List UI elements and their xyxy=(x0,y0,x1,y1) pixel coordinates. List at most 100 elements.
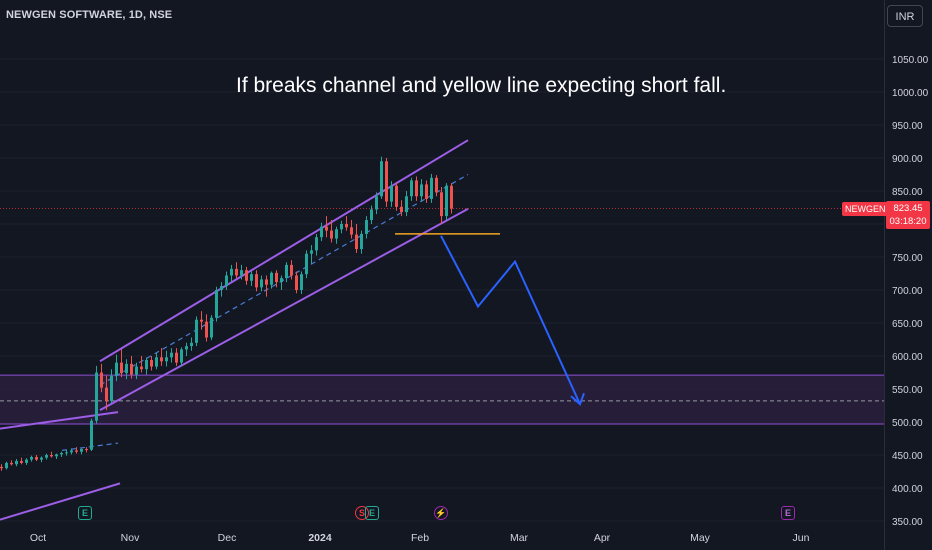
price-axis-label: 450.00 xyxy=(892,451,923,462)
candle-body xyxy=(250,274,253,281)
candle-body xyxy=(100,372,103,388)
last-price-value: 823.45 xyxy=(893,203,923,214)
candle-body xyxy=(25,459,28,463)
candle-body xyxy=(360,233,363,250)
candle-body xyxy=(90,420,93,450)
candle-body xyxy=(255,274,258,288)
candle-body xyxy=(85,449,88,451)
candle-body xyxy=(260,279,263,288)
candle-body xyxy=(15,460,18,465)
candle-body xyxy=(195,319,198,343)
candle-body xyxy=(180,349,183,363)
candle-body xyxy=(325,226,328,231)
candle-body xyxy=(315,237,318,251)
candle-body xyxy=(345,224,348,228)
candle-body xyxy=(220,286,223,290)
candle-body xyxy=(385,161,388,202)
price-axis-label: 500.00 xyxy=(892,418,923,429)
candle-body xyxy=(435,177,438,193)
time-axis-label: Jun xyxy=(793,532,810,544)
candle-body xyxy=(350,227,353,235)
channel-upper-line xyxy=(99,139,469,363)
candle-body xyxy=(80,449,83,452)
candle-body xyxy=(410,180,413,197)
candle-body xyxy=(155,357,158,367)
price-axis-label: 600.00 xyxy=(892,352,923,363)
candle-body xyxy=(210,317,213,338)
candle-body xyxy=(185,346,188,350)
candle-body xyxy=(405,196,408,213)
candle-body xyxy=(150,359,153,367)
candle-body xyxy=(425,184,428,199)
candle-body xyxy=(440,192,443,217)
candle-body xyxy=(285,264,288,279)
candle-body xyxy=(40,457,43,460)
candle-body xyxy=(0,466,3,469)
candle-body xyxy=(305,253,308,275)
time-axis-label: Feb xyxy=(411,532,429,544)
price-axis-label: 1050.00 xyxy=(892,55,929,66)
candle-body xyxy=(115,362,118,376)
candle-body xyxy=(340,224,343,230)
candle-body xyxy=(140,366,143,370)
candle-body xyxy=(330,230,333,239)
candle-body xyxy=(380,161,383,197)
price-axis-label: 900.00 xyxy=(892,154,923,165)
earnings-event-icon[interactable]: E xyxy=(78,506,92,520)
candle-body xyxy=(105,387,108,401)
candle-body xyxy=(145,359,148,370)
candle-body xyxy=(415,180,418,197)
last-price-label: 823.45 03:18:20 xyxy=(886,201,930,229)
candle-body xyxy=(10,462,13,465)
candle-body xyxy=(430,177,433,199)
demand-zone xyxy=(0,375,884,424)
candle-body xyxy=(390,185,393,202)
time-axis-label: Nov xyxy=(121,532,140,544)
candle-body xyxy=(45,455,48,458)
channel-mid-line xyxy=(99,173,469,386)
candle-body xyxy=(110,375,113,401)
time-axis-label: Mar xyxy=(510,532,529,544)
candle-body xyxy=(60,453,63,455)
lower-trendline xyxy=(0,482,121,521)
candle-body xyxy=(30,456,33,460)
channel-lower-line xyxy=(99,207,469,411)
candle-body xyxy=(35,456,38,460)
candle-body xyxy=(445,185,448,217)
time-axis-label: Apr xyxy=(594,532,611,544)
symbol-price-label: NEWGEN xyxy=(842,202,889,216)
price-axis-label: 400.00 xyxy=(892,484,923,495)
time-axis-label: May xyxy=(690,532,711,544)
candle-body xyxy=(135,366,138,375)
candle-body xyxy=(205,321,208,338)
price-axis-label: 1000.00 xyxy=(892,88,929,99)
earnings-event-icon[interactable]: E xyxy=(365,506,379,520)
future-earnings-event-icon[interactable]: E xyxy=(781,506,795,520)
candle-body xyxy=(55,454,58,457)
candle-body xyxy=(175,352,178,363)
candle-body xyxy=(310,250,313,254)
candle-body xyxy=(355,234,358,250)
chart-annotation[interactable]: If breaks channel and yellow line expect… xyxy=(236,74,727,97)
currency-button[interactable]: INR xyxy=(887,5,923,27)
candle-body xyxy=(125,363,128,374)
candle-body xyxy=(240,270,243,276)
price-axis-label: 350.00 xyxy=(892,517,923,528)
candle-body xyxy=(290,264,293,276)
time-axis-label: Oct xyxy=(30,532,46,544)
bar-countdown: 03:18:20 xyxy=(889,216,927,227)
candle-body xyxy=(295,275,298,290)
candle-body xyxy=(65,452,68,454)
candle-body xyxy=(245,270,248,281)
candle-body xyxy=(320,226,323,238)
price-axis-label: 650.00 xyxy=(892,319,923,330)
flash-event-icon[interactable]: ⚡ xyxy=(434,506,448,520)
candle-body xyxy=(200,319,203,322)
candle-body xyxy=(225,275,228,287)
candle-body xyxy=(335,229,338,239)
candle-body xyxy=(230,268,233,276)
split-event-icon[interactable]: S xyxy=(355,506,369,520)
price-axis-label: 550.00 xyxy=(892,385,923,396)
price-axis-label: 750.00 xyxy=(892,253,923,264)
